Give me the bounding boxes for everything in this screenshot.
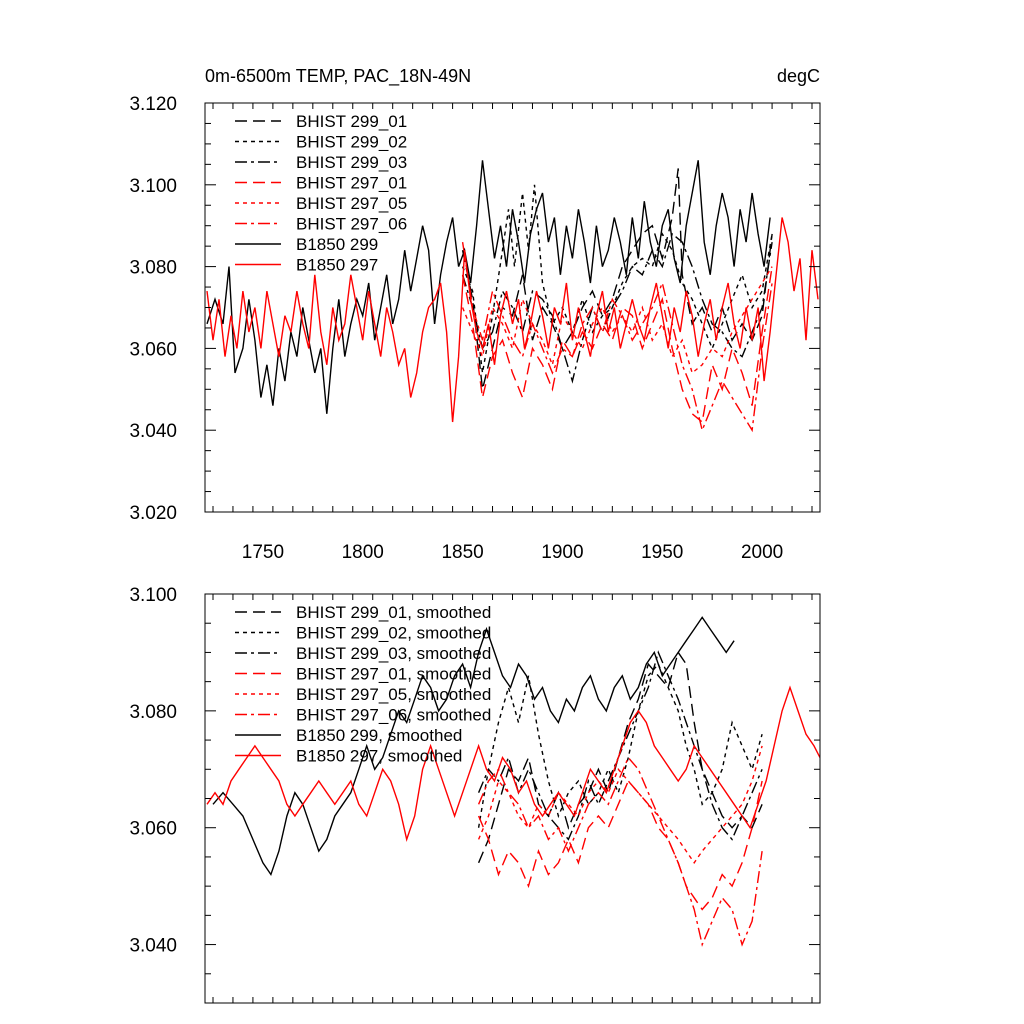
y-tick-label: 3.040	[129, 421, 177, 442]
legend-label: BHIST 297_06, smoothed	[296, 706, 491, 725]
series-line-5	[461, 266, 773, 375]
legend-label: BHIST 297_06	[296, 215, 407, 234]
panel-top-annual: 0m-6500m TEMP, PAC_18N-49N degC 3.020 3.0…	[129, 66, 821, 563]
x-tick-label: 1900	[541, 542, 583, 563]
series-line-8	[206, 217, 819, 423]
series-line-5	[477, 745, 763, 865]
series-line-4	[477, 779, 763, 911]
x-tick-label: 1850	[441, 542, 483, 563]
y-tick-label: 3.080	[129, 702, 177, 723]
panel-bottom-smoothed: 3.040 3.060 3.080 3.100 BHIST 299_01, smooth…	[129, 585, 821, 1004]
series-line-1	[461, 168, 773, 390]
y-tick-label: 3.100	[129, 176, 177, 197]
x-tick-label: 2000	[741, 542, 783, 563]
legend-label: BHIST 299_02, smoothed	[296, 624, 491, 643]
legend-label: BHIST 299_01	[296, 112, 407, 131]
y-tick-label: 3.060	[129, 339, 177, 360]
series-group	[206, 160, 819, 433]
legend-label: B1850 297	[296, 256, 378, 275]
legend-label: BHIST 299_03	[296, 153, 407, 172]
legend-label: BHIST 297_01	[296, 174, 407, 193]
y-tick-label: 3.080	[129, 258, 177, 279]
legend-label: BHIST 297_05, smoothed	[296, 685, 491, 704]
legend-label: BHIST 299_02	[296, 133, 407, 152]
legend-label: B1850 297, smoothed	[296, 747, 462, 766]
series-line-4	[461, 266, 773, 424]
legend: BHIST 299_01, smoothed BHIST 299_02, smoo…	[235, 603, 491, 766]
series-line-8	[206, 685, 820, 842]
series-line-2	[477, 662, 763, 828]
x-tick-label: 1950	[641, 542, 683, 563]
series-line-7	[212, 616, 735, 877]
series-line-7	[206, 160, 771, 414]
series-line-3	[477, 650, 763, 841]
y-tick-label: 3.100	[129, 585, 177, 606]
series-line-2	[461, 184, 773, 374]
y-tick-label: 3.120	[129, 94, 177, 115]
legend-label: BHIST 299_03, smoothed	[296, 644, 491, 663]
chart-title: 0m-6500m TEMP, PAC_18N-49N	[205, 66, 471, 87]
series-line-6	[477, 756, 763, 947]
units-label: degC	[777, 66, 820, 86]
y-tick-label: 3.020	[129, 503, 177, 524]
legend-label: B1850 299	[296, 235, 378, 254]
series-line-3	[461, 232, 773, 384]
y-tick-label: 3.060	[129, 819, 177, 840]
y-tick-label: 3.040	[129, 936, 177, 957]
series-line-6	[461, 241, 773, 433]
x-tick-label: 1750	[242, 542, 284, 563]
legend-label: BHIST 299_01, smoothed	[296, 603, 491, 622]
legend-label: BHIST 297_05	[296, 194, 407, 213]
series-group	[206, 616, 820, 947]
legend-label: BHIST 297_01, smoothed	[296, 665, 491, 684]
x-tick-label: 1800	[342, 542, 384, 563]
series-line-1	[477, 650, 763, 864]
legend-label: B1850 299, smoothed	[296, 726, 462, 745]
